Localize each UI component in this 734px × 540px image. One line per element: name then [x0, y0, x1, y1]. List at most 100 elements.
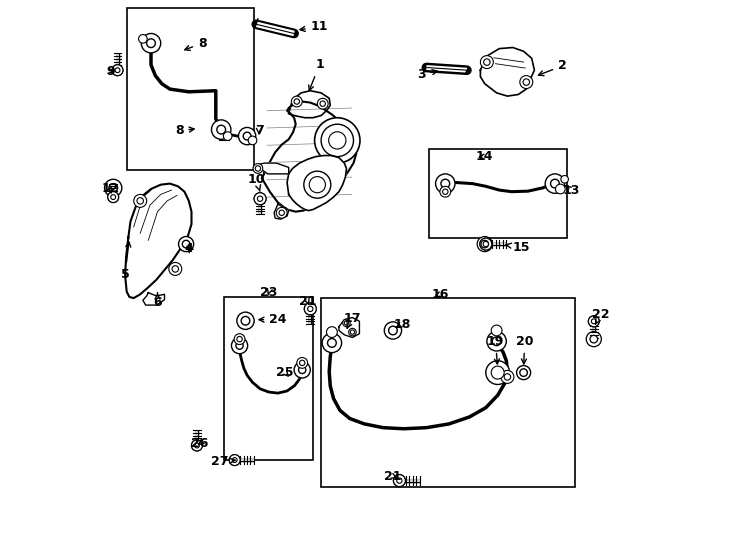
Circle shape — [304, 171, 331, 198]
Circle shape — [137, 198, 143, 204]
Text: 21: 21 — [384, 470, 401, 483]
Text: 6: 6 — [153, 293, 161, 309]
Circle shape — [480, 238, 492, 250]
Text: 23: 23 — [260, 286, 277, 299]
Text: 5: 5 — [120, 242, 131, 281]
Circle shape — [396, 478, 402, 483]
Circle shape — [349, 328, 356, 336]
Circle shape — [231, 338, 247, 354]
Circle shape — [344, 321, 349, 325]
Circle shape — [112, 65, 123, 76]
Circle shape — [477, 237, 493, 252]
Circle shape — [172, 266, 178, 272]
Text: 15: 15 — [506, 241, 530, 254]
Text: 13: 13 — [562, 184, 580, 197]
Bar — [321, 298, 575, 487]
Circle shape — [561, 176, 568, 183]
Circle shape — [279, 210, 284, 215]
Circle shape — [299, 366, 306, 374]
Circle shape — [192, 440, 203, 451]
Circle shape — [443, 189, 448, 194]
Circle shape — [388, 326, 397, 335]
Circle shape — [501, 370, 514, 383]
Text: 14: 14 — [476, 150, 493, 163]
Text: 10: 10 — [247, 173, 265, 191]
Circle shape — [239, 127, 255, 145]
Circle shape — [237, 312, 254, 329]
Bar — [429, 148, 567, 238]
Text: 9: 9 — [106, 65, 115, 78]
Circle shape — [517, 366, 531, 380]
Polygon shape — [287, 156, 346, 211]
Circle shape — [315, 118, 360, 163]
Bar — [219, 131, 229, 140]
Circle shape — [223, 132, 232, 140]
Text: 1: 1 — [309, 58, 324, 91]
Circle shape — [590, 335, 597, 343]
Circle shape — [504, 374, 511, 380]
Circle shape — [550, 179, 559, 188]
Text: 27: 27 — [211, 455, 235, 468]
Circle shape — [486, 361, 509, 384]
Circle shape — [491, 366, 504, 379]
Circle shape — [481, 240, 489, 248]
Circle shape — [195, 443, 200, 448]
Text: 24: 24 — [259, 313, 287, 326]
Circle shape — [243, 132, 251, 140]
Circle shape — [294, 362, 310, 378]
Circle shape — [305, 303, 316, 315]
Circle shape — [147, 39, 156, 48]
Circle shape — [253, 164, 263, 173]
Text: 4: 4 — [184, 242, 193, 255]
Bar — [127, 8, 254, 170]
Circle shape — [308, 306, 313, 312]
Circle shape — [435, 174, 455, 193]
Circle shape — [115, 68, 120, 73]
Circle shape — [192, 440, 203, 451]
Circle shape — [141, 33, 161, 53]
Circle shape — [592, 319, 596, 324]
Circle shape — [237, 336, 242, 342]
Circle shape — [440, 186, 451, 197]
Circle shape — [484, 59, 490, 65]
Circle shape — [109, 184, 117, 192]
Circle shape — [393, 475, 405, 487]
Circle shape — [236, 342, 243, 349]
Circle shape — [234, 334, 245, 345]
Circle shape — [480, 56, 493, 69]
Circle shape — [217, 125, 225, 134]
Bar — [224, 297, 313, 460]
Polygon shape — [480, 48, 534, 96]
Polygon shape — [125, 184, 192, 298]
Circle shape — [493, 337, 501, 346]
Text: 22: 22 — [592, 308, 609, 324]
Circle shape — [480, 238, 492, 250]
Circle shape — [491, 325, 502, 336]
Circle shape — [232, 457, 237, 462]
Circle shape — [322, 333, 341, 353]
Circle shape — [111, 195, 116, 200]
Text: 20: 20 — [516, 335, 534, 364]
Circle shape — [211, 120, 231, 139]
Circle shape — [276, 207, 287, 218]
Circle shape — [520, 369, 528, 376]
Circle shape — [241, 316, 250, 325]
Polygon shape — [143, 293, 164, 305]
Circle shape — [327, 339, 336, 347]
Text: 3: 3 — [417, 68, 437, 81]
Circle shape — [556, 184, 565, 194]
Circle shape — [108, 192, 119, 202]
Circle shape — [320, 101, 325, 106]
Circle shape — [255, 166, 261, 171]
Circle shape — [343, 319, 350, 327]
Circle shape — [329, 132, 346, 149]
Circle shape — [248, 136, 257, 145]
Circle shape — [139, 35, 148, 43]
Circle shape — [589, 316, 599, 327]
Text: 21: 21 — [299, 295, 316, 308]
Circle shape — [104, 179, 122, 197]
Text: 2: 2 — [539, 59, 567, 76]
Circle shape — [294, 99, 299, 104]
Circle shape — [254, 193, 266, 205]
Polygon shape — [254, 163, 288, 174]
